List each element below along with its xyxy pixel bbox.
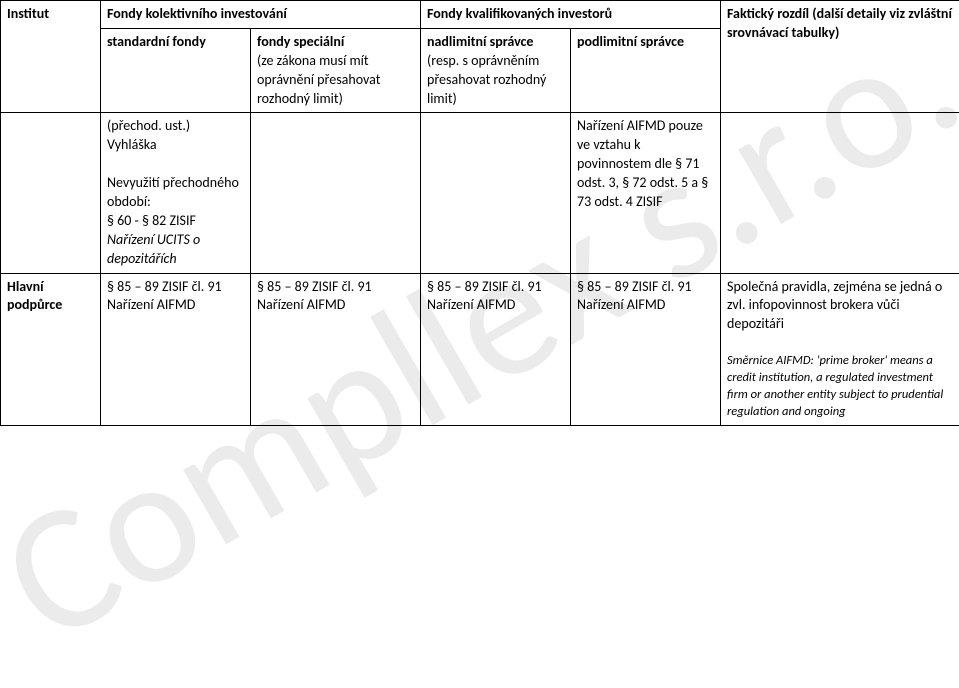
th-col4: podlimitní správce <box>571 28 721 113</box>
row1-c1-d: § 60 - § 82 ZISIF <box>107 212 244 231</box>
th-col2-sub: (ze zákona musí mít oprávnění přesahovat… <box>257 52 414 109</box>
row2-c5: Společná pravidla, zejména se jedná o zv… <box>721 273 959 425</box>
row2-c4: § 85 – 89 ZISIF čl. 91 Nařízení AIFMD <box>571 273 721 425</box>
row1-c1: (přechod. ust.) Vyhláška Nevyužití přech… <box>101 113 251 273</box>
th-col1: standardní fondy <box>101 28 251 113</box>
header-row-1: Institut Fondy kolektivního investování … <box>1 1 959 29</box>
th-group-right: Fondy kvalifikovaných investorů <box>421 1 721 29</box>
row2-c1: § 85 – 89 ZISIF čl. 91 Nařízení AIFMD <box>101 273 251 425</box>
row-prechod: (přechod. ust.) Vyhláška Nevyužití přech… <box>1 113 959 273</box>
th-col3-sub: (resp. s oprávněním přesahovat rozhodný … <box>427 52 564 109</box>
row1-c5 <box>721 113 959 273</box>
row1-c1-c: Nevyužití přechodného období: <box>107 174 244 212</box>
th-col5: Faktický rozdíl (další detaily viz zvláš… <box>721 1 959 113</box>
row1-c1-e: Nařízení UCITS o depozitářích <box>107 231 244 269</box>
row2-c5-a: Společná pravidla, zejména se jedná o zv… <box>727 278 953 335</box>
th-institut: Institut <box>1 1 101 113</box>
th-group-left: Fondy kolektivního investování <box>101 1 421 29</box>
row1-c0 <box>1 113 101 273</box>
th-col3: nadlimitní správce (resp. s oprávněním p… <box>421 28 571 113</box>
th-col2: fondy speciální (ze zákona musí mít oprá… <box>251 28 421 113</box>
comparison-table: Institut Fondy kolektivního investování … <box>0 0 959 426</box>
row-hlavni-podpurce: Hlavní podpůrce § 85 – 89 ZISIF čl. 91 N… <box>1 273 959 425</box>
th-col5-pre: Faktický rozdíl <box>727 5 809 22</box>
row2-c0: Hlavní podpůrce <box>1 273 101 425</box>
row2-c3: § 85 – 89 ZISIF čl. 91 Nařízení AIFMD <box>421 273 571 425</box>
row1-c2 <box>251 113 421 273</box>
row1-c3 <box>421 113 571 273</box>
row1-c4: Nařízení AIFMD pouze ve vztahu k povinno… <box>571 113 721 273</box>
th-col3-pre: nadlimitní správce <box>427 33 533 50</box>
row1-c1-a: (přechod. ust.) <box>107 117 244 136</box>
row1-c1-b: Vyhláška <box>107 136 244 155</box>
row2-c2: § 85 – 89 ZISIF čl. 91 Nařízení AIFMD <box>251 273 421 425</box>
row2-c5-b: Směrnice AIFMD: 'prime broker' means a c… <box>727 353 953 421</box>
th-col2-pre: fondy speciální <box>257 33 344 50</box>
